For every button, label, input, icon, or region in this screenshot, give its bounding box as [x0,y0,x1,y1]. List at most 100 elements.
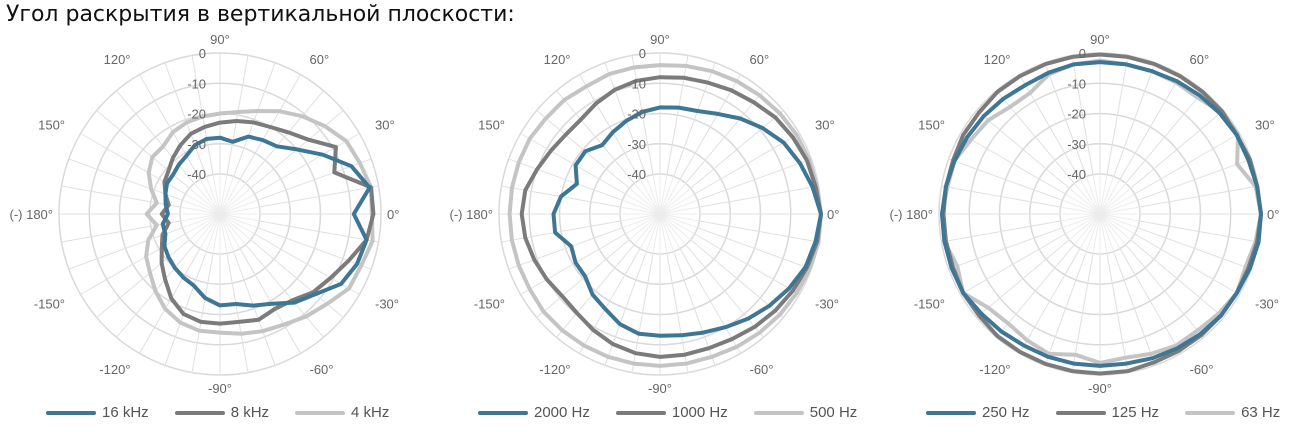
angle-label: -120° [539,362,570,377]
grid-spoke-inner [1073,213,1101,245]
grid-spoke [697,158,812,201]
grid-spoke [139,248,201,354]
radial-tick-label: -10 [1067,76,1086,91]
grid-spoke-inner [620,206,661,215]
grid-spoke-inner [219,193,255,215]
grid-spoke [259,185,379,208]
grid-spoke-inner [199,213,221,249]
grid-spoke-inner [1099,213,1115,252]
grid-spoke [245,244,324,338]
series-line-250-hz [940,60,1263,368]
grid-spoke [226,55,249,175]
grid-spoke [191,253,214,373]
grid-spoke-inner [639,179,661,215]
grid-spoke-inner [219,213,247,245]
radial-tick-label: -30 [1067,137,1086,152]
grid-spoke-inner [1065,193,1101,215]
grid-spoke [259,220,379,243]
polar-grid [938,52,1262,376]
grid-spoke [1130,239,1224,318]
radial-tick-label: -20 [1067,107,1086,122]
grid-spoke-inner [1099,213,1135,235]
grid-spoke-inner [1099,179,1121,215]
grid-spoke [1044,251,1087,366]
grid-spoke-inner [219,176,235,215]
radial-tick-label: -40 [187,167,206,182]
angle-labels: 90° 60° 30° 0° -30° -60° -90° -120° -150° (-) 180… [450,32,840,396]
angle-label: (-) 180° [890,207,934,222]
angle-label: 90° [650,32,670,47]
grid-spoke-inner [659,213,698,229]
grid-spoke [501,220,621,243]
grid-spoke [1106,253,1129,373]
radial-tick-label: 0 [1079,46,1086,61]
grid-spoke-inner [189,213,221,241]
grid-spoke [536,239,630,318]
grid-spoke [1071,253,1094,373]
grid-spoke [1139,220,1259,243]
angle-label: 90° [1090,32,1110,47]
grid-spoke [1106,55,1129,175]
grid-spoke [579,74,641,180]
grid-spoke [508,227,623,270]
grid-spoke [1071,55,1094,175]
legend-swatch [926,410,976,415]
grid-spoke [233,251,276,366]
grid-spoke-inner [212,174,221,215]
angle-label: 0° [1267,207,1279,222]
angle-label: 30° [375,118,395,133]
radial-tick-label: -10 [187,76,206,91]
grid-spoke-inner [219,213,251,241]
grid-spoke-inner [182,199,221,215]
angle-label: 30° [815,118,835,133]
legend-item: 63 Hz [1185,404,1280,421]
grid-spoke-inner [652,213,661,254]
legend-label: 500 Hz [809,404,858,421]
grid-spoke [139,74,201,180]
series-group [144,109,376,336]
angle-label: -150° [474,297,505,312]
page-title: Угол раскрытия в вертикальной плоскости: [6,2,515,27]
grid-spoke-inner [205,213,221,252]
angle-label: -60° [1190,362,1214,377]
grid-spoke-inner [659,213,700,222]
grid-spoke [976,110,1070,189]
grid-spoke [666,253,689,373]
legend-label: 4 kHz [351,404,390,421]
grid-spoke-inner [1092,213,1101,254]
angle-label: -90° [1088,381,1112,396]
grid-spoke-inner [1099,193,1135,215]
angle-label: 120° [104,52,131,67]
grid-spoke [685,90,764,184]
grid-spoke [226,253,249,373]
legend-item: 500 Hz [753,404,858,421]
grid-spoke [556,244,635,338]
legend-high: 16 kHz 8 kHz 4 kHz [46,404,389,421]
grid-spoke-inner [1099,213,1121,249]
grid-spoke [694,233,800,295]
angle-label: 150° [38,118,65,133]
grid-spoke [690,110,784,189]
grid-spoke-inner [189,187,221,215]
legend-swatch [615,410,666,415]
legend-low: 250 Hz 125 Hz 63 Hz [926,404,1280,421]
grid-spoke-inner [645,213,661,252]
grid-spoke [520,233,626,295]
grid-spoke-inner [1099,213,1131,241]
grid-spoke-inner [629,187,661,215]
angle-labels: 90° 60° 30° 0° -30° -60° -90° -120° -150° (-) 180… [890,32,1280,396]
legend-swatch [753,410,804,415]
grid-spoke-inner [629,213,661,241]
legend-item: 16 kHz [46,404,149,421]
grid-spoke-inner [212,213,221,254]
series-line-16-khz [160,134,372,308]
grid-spoke-inner [1085,176,1101,215]
grid-spoke [556,90,635,184]
grid-spoke-inner [219,213,255,235]
grid-spoke [508,158,623,201]
grid-spoke-inner [1062,213,1101,229]
angle-label: -60° [310,362,334,377]
grid-spoke [631,55,654,175]
grid-spoke-inner [219,199,258,215]
